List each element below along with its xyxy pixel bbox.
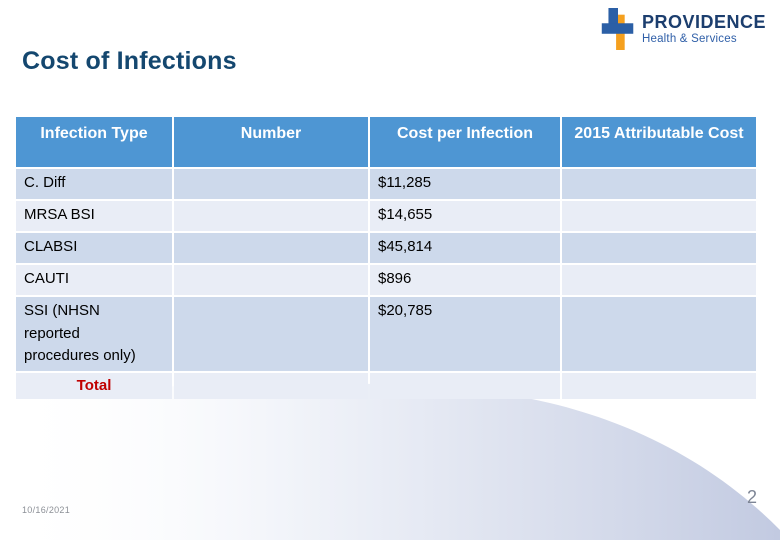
cell-number bbox=[174, 265, 368, 295]
cell-cost-per-infection: $14,655 bbox=[370, 201, 560, 231]
cell-infection-type: MRSA BSI bbox=[16, 201, 172, 231]
cell-number bbox=[174, 201, 368, 231]
cell-infection-type: CLABSI bbox=[16, 233, 172, 263]
logo-text: PROVIDENCE Health & Services bbox=[642, 8, 766, 45]
table-row: CLABSI $45,814 bbox=[16, 233, 756, 263]
col-header-infection-type: Infection Type bbox=[16, 117, 172, 167]
cost-table: Infection Type Number Cost per Infection… bbox=[14, 115, 758, 401]
table-row: C. Diff $11,285 bbox=[16, 169, 756, 199]
col-header-attributable-cost: 2015 Attributable Cost bbox=[562, 117, 756, 167]
cell-attributable-cost bbox=[562, 169, 756, 199]
cell-attributable-cost-total bbox=[562, 372, 756, 399]
table-row: MRSA BSI $14,655 bbox=[16, 201, 756, 231]
table-row: CAUTI $896 bbox=[16, 265, 756, 295]
cell-infection-type: C. Diff bbox=[16, 169, 172, 199]
cell-cost-per-infection: $45,814 bbox=[370, 233, 560, 263]
cell-attributable-cost bbox=[562, 201, 756, 231]
cell-attributable-cost bbox=[562, 297, 756, 371]
logo-tagline-text: Health & Services bbox=[641, 33, 737, 45]
cell-infection-type: CAUTI bbox=[16, 265, 172, 295]
logo-brand-text: PROVIDENCE bbox=[641, 12, 766, 32]
footer-date: 10/16/2021 bbox=[22, 505, 71, 515]
total-label: Total bbox=[16, 372, 172, 399]
cell-cost-per-infection: $11,285 bbox=[370, 169, 560, 199]
cell-number bbox=[174, 169, 368, 199]
cell-infection-type: SSI (NHSN reported procedures only) bbox=[16, 297, 172, 371]
cell-attributable-cost bbox=[562, 265, 756, 295]
cell-cost-per-infection-total bbox=[370, 372, 560, 399]
col-header-cost-per-infection: Cost per Infection bbox=[370, 117, 560, 167]
table-header-row: Infection Type Number Cost per Infection… bbox=[16, 117, 756, 167]
cell-cost-per-infection: $896 bbox=[370, 265, 560, 295]
col-header-number: Number bbox=[174, 117, 368, 167]
page-number: 2 bbox=[746, 487, 757, 507]
providence-cross-icon bbox=[601, 8, 634, 50]
logo: PROVIDENCE Health & Services bbox=[601, 8, 766, 50]
table-total-row: Total bbox=[16, 372, 756, 399]
table-row: SSI (NHSN reported procedures only) $20,… bbox=[16, 297, 756, 371]
swoosh-decoration bbox=[0, 382, 780, 540]
cell-number bbox=[174, 297, 368, 371]
cell-number-total bbox=[174, 372, 368, 399]
cell-cost-per-infection: $20,785 bbox=[370, 297, 560, 371]
cell-number bbox=[174, 233, 368, 263]
page-title: Cost of Infections bbox=[22, 47, 237, 75]
cell-attributable-cost bbox=[562, 233, 756, 263]
